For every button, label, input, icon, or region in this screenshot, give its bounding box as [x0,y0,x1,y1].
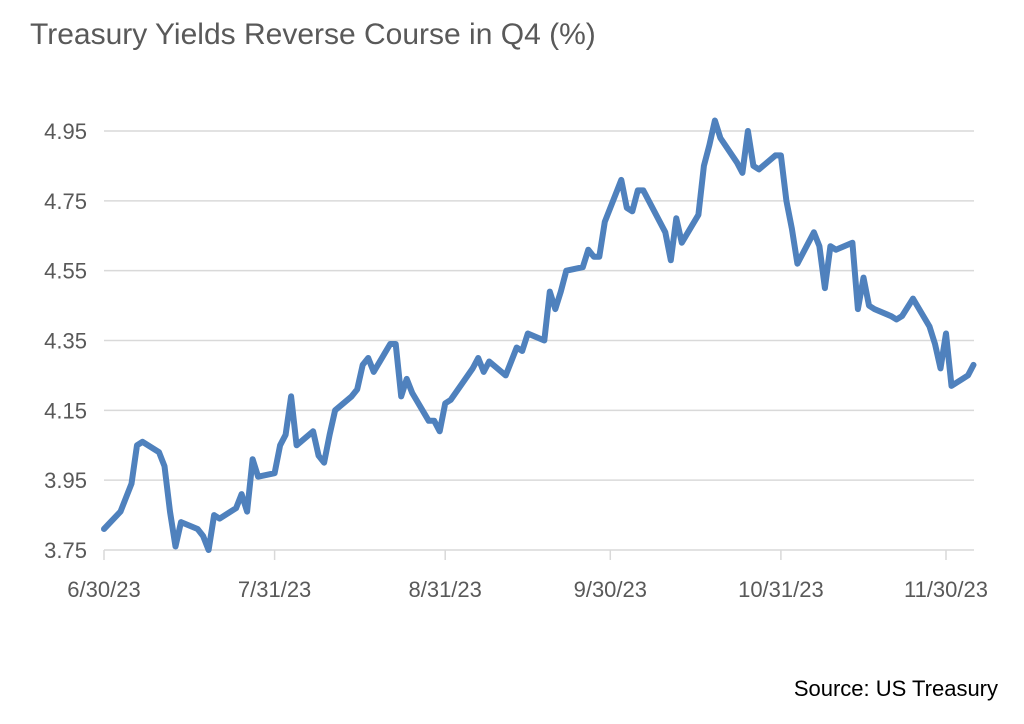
y-tick-label: 4.75 [44,189,87,214]
x-tick-label: 10/31/23 [738,577,824,602]
x-tick-label: 9/30/23 [574,577,647,602]
gridlines [104,130,974,481]
y-tick-label: 4.15 [44,398,87,423]
y-tick-label: 3.95 [44,468,87,493]
chart-title: Treasury Yields Reverse Course in Q4 (%) [30,18,596,51]
y-axis-labels: 3.75 3.95 4.15 4.35 4.55 4.75 4.95 [44,119,87,563]
x-tick-label: 11/30/23 [904,577,988,602]
y-tick-label: 4.95 [44,119,87,144]
source-note: Source: US Treasury [793,676,998,701]
y-tick-label: 4.55 [44,259,87,284]
x-axis-labels: 6/30/23 7/31/23 8/31/23 9/30/23 10/31/23 11/3… [67,577,988,602]
series-line-0 [101,117,977,553]
x-axis [103,549,974,560]
x-tick-label: 7/31/23 [238,577,311,602]
y-tick-label: 3.75 [44,538,87,563]
series-group [101,117,977,553]
y-tick-label: 4.35 [44,329,87,354]
x-tick-label: 8/31/23 [408,577,481,602]
x-tick-label: 6/30/23 [67,577,140,602]
